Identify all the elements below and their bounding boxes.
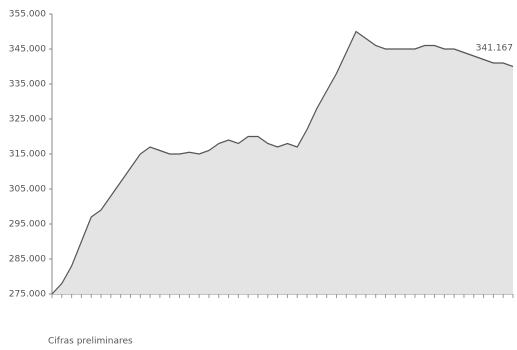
annotation: 341.167: [476, 44, 513, 54]
y-tick-label: 275.000: [9, 290, 46, 300]
footnote: Cifras preliminares: [48, 337, 133, 347]
y-tick-label: 355.000: [9, 10, 46, 20]
y-tick-label: 305.000: [9, 185, 46, 195]
series-line: [51, 30, 514, 295]
y-tick-label: 315.000: [9, 150, 46, 160]
y-tick-label: 325.000: [9, 115, 46, 125]
y-tick-label: 345.000: [9, 45, 46, 55]
y-tick-label: 295.000: [9, 220, 46, 230]
area-fill: [52, 31, 513, 294]
y-tick-label: 285.000: [9, 255, 46, 265]
y-tick-label: 335.000: [9, 80, 46, 90]
